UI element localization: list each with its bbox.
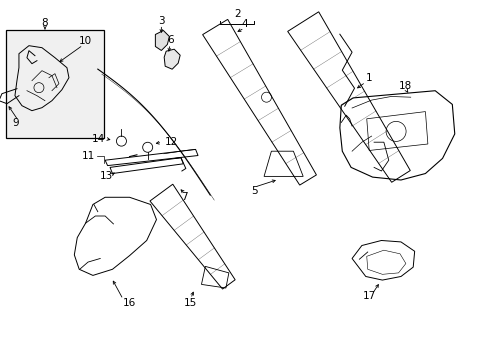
Text: 14: 14 xyxy=(92,134,105,144)
Polygon shape xyxy=(164,49,180,69)
Text: 6: 6 xyxy=(166,35,173,45)
Text: 10: 10 xyxy=(79,36,92,46)
Text: 18: 18 xyxy=(398,81,412,91)
Text: 17: 17 xyxy=(362,291,375,301)
Bar xyxy=(6,30,103,138)
Text: 9: 9 xyxy=(12,118,19,128)
Text: 15: 15 xyxy=(183,298,197,308)
Text: 11: 11 xyxy=(82,150,95,161)
Text: 5: 5 xyxy=(250,186,257,196)
Text: 1: 1 xyxy=(365,73,372,84)
Text: 8: 8 xyxy=(41,18,48,28)
Text: 2: 2 xyxy=(233,9,240,19)
Text: 4: 4 xyxy=(241,19,247,30)
Text: 13: 13 xyxy=(100,171,113,181)
Text: 12: 12 xyxy=(165,137,178,147)
Text: 7: 7 xyxy=(181,192,188,202)
Polygon shape xyxy=(155,31,169,50)
Text: 16: 16 xyxy=(122,298,136,308)
Text: 3: 3 xyxy=(158,16,164,26)
